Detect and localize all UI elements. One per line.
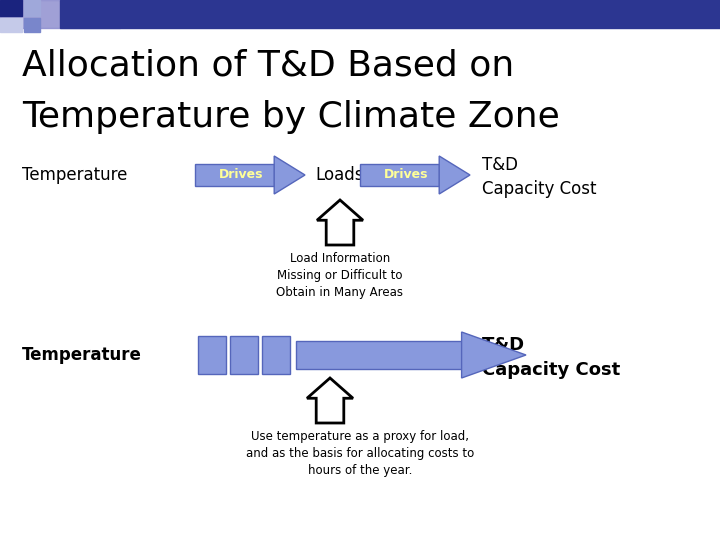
Text: Drives: Drives (384, 168, 428, 181)
Bar (360, 164, 439, 186)
Polygon shape (307, 378, 353, 423)
Bar (0, 0, 120, 28)
Text: T&D: T&D (482, 336, 525, 354)
Bar (60, 0, 720, 28)
Bar (0, 18, 22, 32)
Bar (230, 336, 258, 374)
Bar (296, 341, 462, 369)
Bar (0, 0, 22, 16)
Text: T&D: T&D (482, 156, 518, 174)
Text: Loads: Loads (315, 166, 364, 184)
Text: Temperature by Climate Zone: Temperature by Climate Zone (22, 100, 559, 134)
Text: Load Information
Missing or Difficult to
Obtain in Many Areas: Load Information Missing or Difficult to… (276, 252, 403, 299)
Text: Temperature: Temperature (22, 166, 127, 184)
Bar (198, 336, 226, 374)
Text: Use temperature as a proxy for load,
and as the basis for allocating costs to
ho: Use temperature as a proxy for load, and… (246, 430, 474, 477)
Bar (195, 164, 274, 186)
Polygon shape (317, 200, 363, 245)
Polygon shape (439, 156, 470, 194)
Polygon shape (274, 156, 305, 194)
Text: Allocation of T&D Based on: Allocation of T&D Based on (22, 48, 514, 82)
Text: Capacity Cost: Capacity Cost (482, 361, 620, 379)
Text: Temperature: Temperature (22, 346, 142, 364)
Text: Drives: Drives (219, 168, 264, 181)
Bar (24, 18, 40, 32)
Bar (24, 0, 40, 16)
Text: Capacity Cost: Capacity Cost (482, 180, 596, 198)
Bar (262, 336, 290, 374)
Polygon shape (462, 332, 526, 378)
